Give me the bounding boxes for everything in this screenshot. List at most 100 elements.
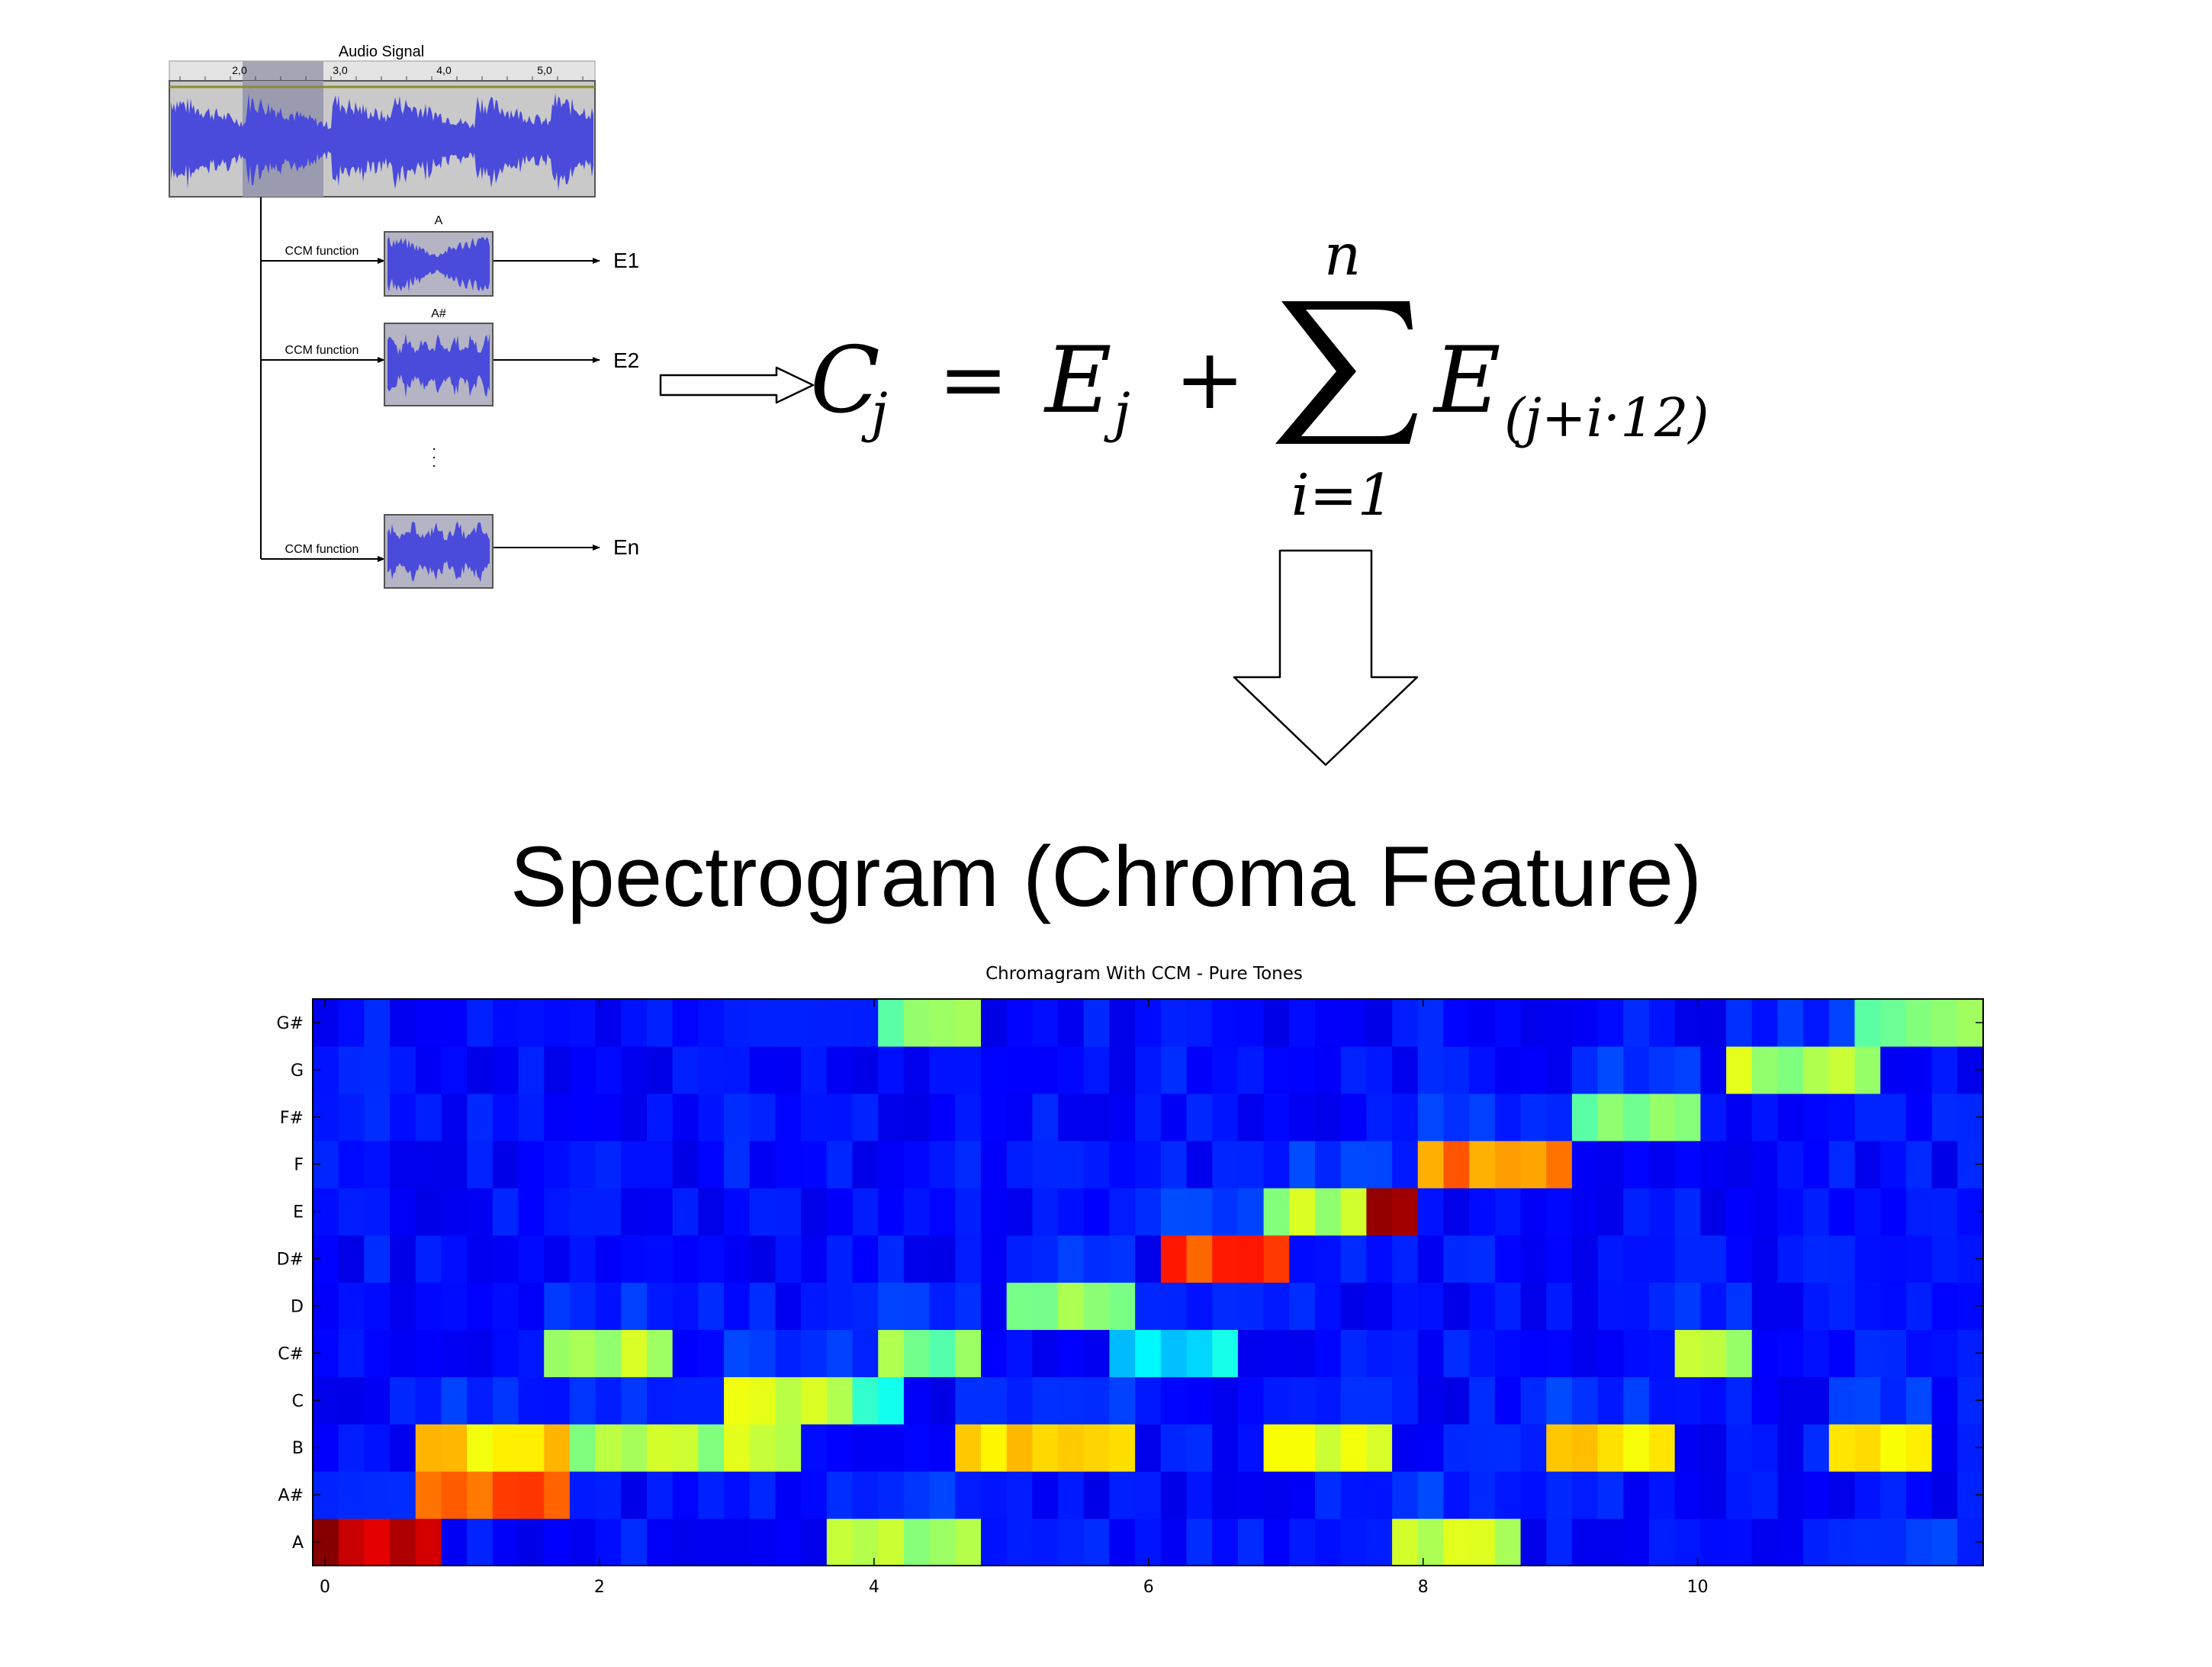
heatmap-cell — [338, 1045, 365, 1094]
heatmap-cell — [338, 1376, 365, 1424]
heatmap-cell — [647, 1140, 674, 1189]
heatmap-cell — [1726, 1518, 1753, 1566]
heatmap-cell — [492, 1518, 519, 1566]
heatmap-cell — [749, 1376, 776, 1424]
heatmap-cell — [1135, 1376, 1162, 1424]
heatmap-cell — [1058, 1518, 1085, 1566]
heatmap-cell — [338, 1471, 365, 1519]
heatmap-cell — [801, 1140, 828, 1189]
heatmap-cell — [1443, 1045, 1470, 1094]
heatmap-cell — [1392, 1093, 1419, 1142]
heatmap-cell — [1700, 1235, 1727, 1283]
heatmap-cell — [1392, 1140, 1419, 1189]
heatmap-cell — [415, 1187, 442, 1236]
heatmap-cell — [1469, 999, 1496, 1047]
ccm-function-label: CCM function — [285, 245, 359, 258]
heatmap-cell — [672, 1518, 699, 1566]
heatmap-cell — [1494, 1093, 1522, 1142]
heatmap-cell — [672, 1235, 699, 1283]
heatmap-cell — [1777, 1235, 1804, 1283]
heatmap-cell — [518, 999, 545, 1047]
heatmap-cell — [1880, 1093, 1907, 1142]
heatmap-cell — [1135, 1235, 1162, 1283]
heatmap-cell — [1726, 1329, 1753, 1377]
heatmap-cell — [1135, 1471, 1162, 1519]
heatmap-cell — [1726, 999, 1753, 1047]
heatmap-cell — [929, 1187, 956, 1236]
formula-term1: E — [1043, 328, 1112, 434]
heatmap-cell — [595, 999, 622, 1047]
heatmap-cell — [467, 1140, 494, 1189]
x-tick-label: 10 — [1687, 1578, 1709, 1597]
heatmap-cell — [1443, 1471, 1470, 1519]
y-tick-label: F — [294, 1156, 304, 1175]
heatmap-cell — [775, 1471, 802, 1519]
heatmap-cell — [698, 1235, 725, 1283]
heatmap-cell — [1726, 1282, 1753, 1331]
heatmap-cell — [621, 1518, 648, 1566]
heatmap-cell — [390, 1518, 416, 1566]
heatmap-cell — [1417, 1045, 1445, 1094]
heatmap-cell — [1828, 1235, 1856, 1283]
heatmap-cell — [647, 1471, 674, 1519]
heatmap-cell — [903, 1424, 931, 1472]
vertical-ellipsis: . . . — [429, 447, 446, 468]
heatmap-cell — [1006, 1329, 1033, 1377]
heatmap-cell — [1006, 1471, 1033, 1519]
heatmap-cell — [1803, 1045, 1830, 1094]
heatmap-cell — [1032, 1376, 1059, 1424]
heatmap-cell — [1905, 1045, 1933, 1094]
heatmap-cell — [1083, 1187, 1111, 1236]
heatmap-cell — [981, 999, 1008, 1047]
heatmap-cell — [1032, 1235, 1059, 1283]
heatmap-cell — [1880, 1329, 1907, 1377]
heatmap-cell — [929, 1518, 956, 1566]
heatmap-cell — [595, 1376, 622, 1424]
heatmap-cell — [492, 1045, 519, 1094]
heatmap-cell — [1546, 1329, 1573, 1377]
heatmap-cell — [364, 1140, 391, 1189]
heatmap-cell — [698, 1187, 725, 1236]
heatmap-cell — [1032, 1424, 1059, 1472]
heatmap-cell — [621, 1235, 648, 1283]
heatmap-cell — [1212, 1471, 1239, 1519]
heatmap-cell — [1674, 1424, 1701, 1472]
heatmap-cell — [415, 1045, 442, 1094]
heatmap-cell — [544, 1140, 571, 1189]
heatmap-cell — [338, 1329, 365, 1377]
heatmap-cell — [1135, 1045, 1162, 1094]
heatmap-cell — [672, 1140, 699, 1189]
heatmap-cell — [1597, 1376, 1624, 1424]
heatmap-cell — [544, 1045, 571, 1094]
heatmap-cell — [724, 1140, 751, 1189]
heatmap-cell — [1803, 1424, 1830, 1472]
heatmap-cell — [1777, 1140, 1804, 1189]
heatmap-cell — [955, 1471, 982, 1519]
heatmap-cell — [1649, 1329, 1676, 1377]
heatmap-cell — [1854, 1376, 1881, 1424]
heatmap-cell — [929, 1424, 956, 1472]
heatmap-cell — [1083, 1140, 1111, 1189]
heatmap-cell — [775, 1140, 802, 1189]
heatmap-cell — [390, 1045, 416, 1094]
heatmap-cell — [724, 1235, 751, 1283]
heatmap-cell — [1263, 1329, 1290, 1377]
heatmap-cell — [903, 1471, 931, 1519]
heatmap-cell — [801, 1376, 828, 1424]
heatmap-cell — [1392, 1329, 1419, 1377]
x-axis: 0 2 4 6 8 10 — [320, 999, 1709, 1597]
heatmap-cell — [1237, 1329, 1265, 1377]
heatmap-cell — [467, 1424, 494, 1472]
heatmap-cell — [1109, 1045, 1136, 1094]
heatmap-cell — [1212, 1093, 1239, 1142]
heatmap-cell — [1777, 999, 1804, 1047]
heatmap-cell — [1520, 1376, 1547, 1424]
heatmap-cell — [955, 1282, 982, 1331]
heatmap-cell — [903, 1376, 931, 1424]
heatmap-cell — [981, 1140, 1008, 1189]
heatmap-cell — [1931, 1045, 1958, 1094]
heatmap-cell — [801, 1471, 828, 1519]
heatmap-cell — [1571, 1471, 1599, 1519]
heatmap-cell — [1289, 1282, 1316, 1331]
heatmap-cell — [1417, 1329, 1445, 1377]
